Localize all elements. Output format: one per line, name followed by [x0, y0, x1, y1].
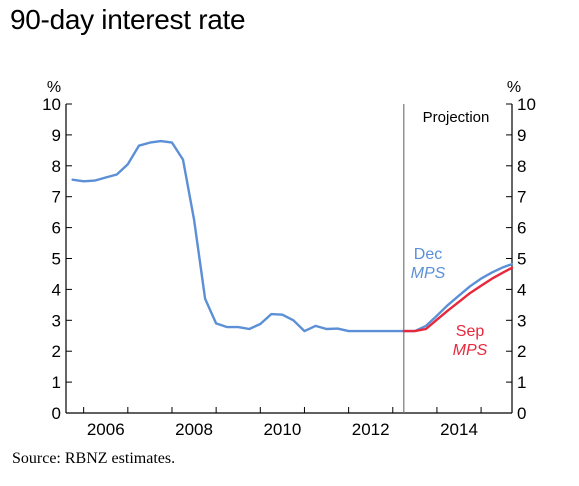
y-tick-label-right: 3: [517, 311, 526, 330]
x-tick-label: 2010: [263, 420, 301, 439]
y-tick-label-right: 2: [517, 342, 526, 361]
projection-label: Projection: [423, 109, 490, 126]
y-tick-label-left: 10: [42, 95, 61, 114]
y-tick-label-left: 2: [52, 342, 61, 361]
y-tick-label-right: 1: [517, 373, 526, 392]
x-tick-label: 2006: [87, 420, 125, 439]
y-unit-right: %: [507, 79, 521, 96]
y-tick-label-left: 9: [52, 126, 61, 145]
y-tick-label-right: 7: [517, 188, 526, 207]
y-tick-label-left: 8: [52, 157, 61, 176]
series-label-line2: MPS: [411, 265, 446, 282]
y-tick-label-left: 4: [52, 280, 61, 299]
y-tick-label-right: 0: [517, 404, 526, 423]
x-tick-label: 2014: [440, 420, 478, 439]
chart-axes: 0 0 1 1 2 2 3 3 4 4 5 5 6 6 7 7 8 8 9 9 10 10% % 2006 2008 2010 20…: [42, 79, 536, 439]
x-tick-label: 2012: [352, 420, 390, 439]
chart-title: 90-day interest rate: [10, 4, 246, 35]
y-tick-label-right: 9: [517, 126, 526, 145]
y-tick-label-left: 7: [52, 188, 61, 207]
y-tick-label-left: 1: [52, 373, 61, 392]
series-label-line1: Sep: [456, 323, 485, 340]
series-label-line1: Dec: [414, 246, 442, 263]
y-tick-label-left: 3: [52, 311, 61, 330]
y-tick-label-right: 6: [517, 219, 526, 238]
series-lines: [71, 139, 514, 333]
y-tick-label-left: 0: [52, 404, 61, 423]
series-label-line2: MPS: [453, 342, 488, 359]
y-tick-label-left: 5: [52, 250, 61, 269]
series-line-sep-mps: [402, 266, 514, 333]
y-tick-label-right: 5: [517, 250, 526, 269]
x-tick-label: 2008: [175, 420, 213, 439]
series-line-dec-mps: [71, 139, 514, 333]
y-tick-label-left: 6: [52, 219, 61, 238]
projection-marker: Projection: [403, 104, 490, 413]
series-labels: Dec MPS Sep MPS: [411, 246, 488, 359]
y-tick-label-right: 4: [517, 280, 526, 299]
y-unit-left: %: [47, 79, 61, 96]
y-tick-label-right: 10: [517, 95, 536, 114]
source-note: Source: RBNZ estimates.: [12, 450, 176, 467]
y-tick-label-right: 8: [517, 157, 526, 176]
